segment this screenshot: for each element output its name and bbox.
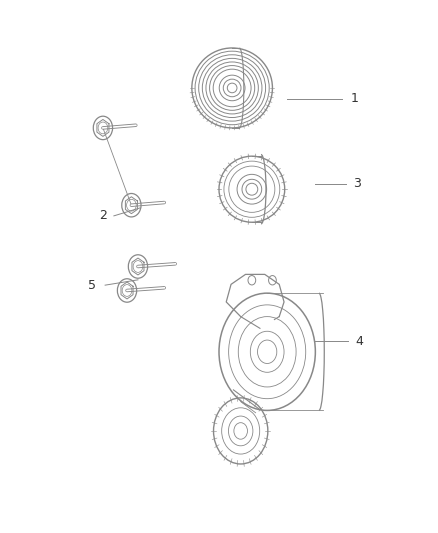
Text: 1: 1: [351, 92, 359, 105]
Text: 2: 2: [99, 209, 107, 222]
Text: 4: 4: [355, 335, 363, 348]
Text: 5: 5: [88, 279, 96, 292]
Text: 3: 3: [353, 177, 361, 190]
